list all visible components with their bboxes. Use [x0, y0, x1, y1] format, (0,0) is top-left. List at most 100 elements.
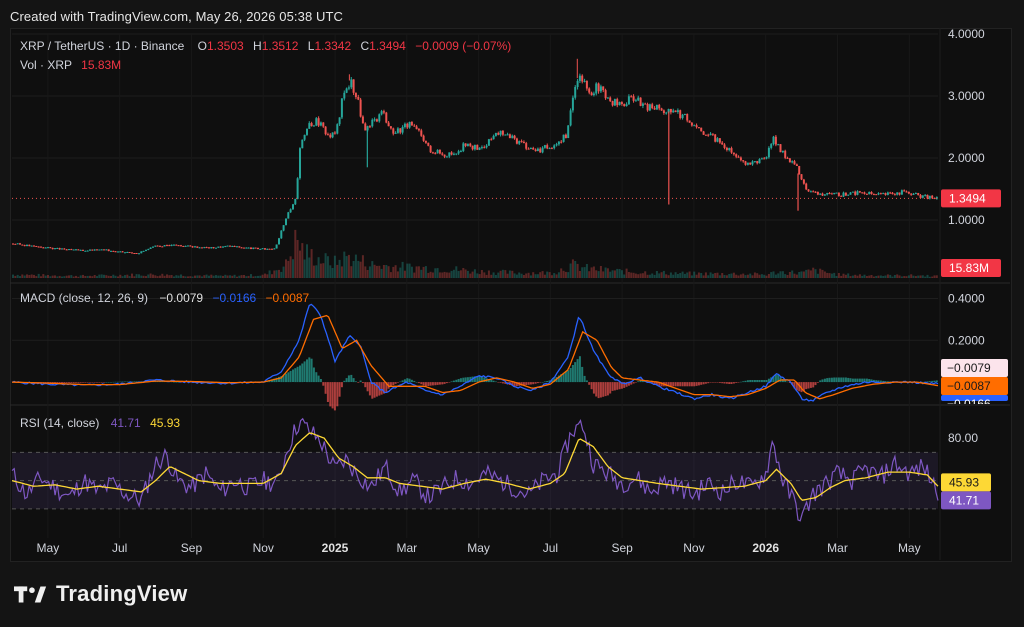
price-candle-body [273, 248, 276, 250]
volume-bar [875, 276, 878, 278]
price-candle-body [875, 194, 878, 196]
volume-bar [415, 266, 418, 278]
price-candle-body [326, 134, 329, 136]
price-candle-body [931, 195, 934, 198]
volume-bar [145, 276, 147, 278]
macd-histogram-bar [399, 381, 402, 383]
macd-histogram-bar [532, 382, 535, 385]
price-candle-body [569, 110, 572, 126]
price-candle-body [688, 120, 691, 123]
volume-bar [599, 266, 602, 278]
macd-histogram-bar [674, 382, 677, 387]
volume-bar [606, 268, 609, 278]
volume-bar [833, 272, 836, 278]
volume-bar [490, 274, 493, 278]
macd-histogram-bar [842, 377, 845, 383]
macd-histogram-bar [124, 381, 126, 383]
volume-bar [380, 268, 383, 278]
volume-bar [583, 267, 586, 278]
macd-histogram-bar [396, 382, 399, 383]
volume-bar [203, 275, 206, 278]
macd-histogram-bar [889, 381, 892, 383]
volume-bar [462, 268, 465, 278]
macd-histogram-bar [361, 382, 364, 384]
volume-bar [343, 251, 346, 278]
macd-histogram-bar [840, 377, 843, 383]
volume-legend[interactable]: Vol · XRP 15.83M [20, 58, 121, 72]
volume-bar [119, 274, 122, 278]
volume-bar [518, 272, 521, 278]
macd-histogram-bar [61, 382, 63, 383]
price-candle-body [343, 92, 346, 99]
volume-bar [543, 274, 546, 278]
volume-bar [798, 272, 801, 278]
symbol-legend[interactable]: XRP / TetherUS · 1D · Binance O1.3503 H1… [20, 39, 511, 53]
volume-bar [44, 275, 47, 278]
macd-histogram-bar [814, 382, 817, 386]
price-candle-body [26, 244, 28, 246]
price-candle-body [928, 195, 931, 199]
x-axis-label: Mar [396, 541, 417, 555]
volume-bar [361, 255, 364, 278]
volume-bar [89, 275, 91, 278]
macd-histogram-bar [702, 382, 705, 385]
price-candle-body [194, 246, 196, 248]
price-candle-body [138, 253, 140, 255]
volume-bar [889, 274, 892, 278]
macd-legend[interactable]: MACD (close, 12, 26, 9) −0.0079 −0.0166 … [20, 291, 310, 305]
volume-bar [690, 275, 693, 278]
price-candle-body [520, 141, 523, 143]
volume-bar [317, 257, 320, 278]
price-candle-body [539, 148, 542, 153]
price-candle-body [590, 92, 593, 96]
volume-bar [184, 276, 187, 278]
price-candle-body [261, 248, 264, 250]
volume-bar [634, 273, 637, 278]
macd-histogram-bar [121, 381, 124, 383]
volume-bar [763, 274, 766, 278]
price-candle-body [128, 252, 131, 253]
price-candle-body [56, 248, 59, 249]
volume-bar [222, 275, 224, 278]
macd-histogram-bar [79, 382, 82, 383]
volume-bar [550, 275, 553, 278]
price-candle-body [424, 140, 427, 143]
price-candle-body [788, 158, 791, 163]
volume-bar [816, 273, 819, 278]
macd-histogram-bar [63, 382, 66, 383]
macd-histogram-bar [413, 380, 416, 383]
price-candle-body [604, 90, 607, 99]
macd-histogram-bar [511, 382, 514, 386]
volume-bar [12, 274, 14, 278]
macd-histogram-bar [105, 382, 108, 383]
volume-bar [858, 274, 861, 278]
price-candle-body [403, 123, 406, 127]
price-candle-body [772, 136, 775, 145]
price-candle-body [399, 128, 402, 133]
macd-histogram-bar [445, 382, 448, 384]
price-candle-body [147, 248, 150, 250]
price-candle-body [170, 244, 173, 246]
macd-histogram-bar [392, 382, 395, 385]
macd-histogram-bar [819, 380, 822, 383]
volume-bar [142, 275, 145, 278]
tradingview-logo[interactable]: TradingView [14, 581, 187, 607]
volume-bar [231, 275, 234, 278]
price-candle-body [550, 148, 553, 150]
macd-histogram-bar [173, 381, 175, 383]
price-candle-body [560, 141, 563, 143]
macd-histogram-bar [473, 376, 476, 383]
volume-bar [103, 274, 105, 278]
price-candle-body [61, 248, 63, 250]
volume-bar [751, 275, 754, 278]
macd-histogram-bar [777, 374, 780, 383]
macd-histogram-bar [338, 382, 341, 397]
macd-histogram-bar [319, 379, 322, 383]
volume-bar [84, 276, 87, 278]
price-candle-body [641, 103, 644, 106]
price-candle-body [672, 110, 675, 113]
price-candle-body [564, 134, 567, 138]
rsi-legend[interactable]: RSI (14, close) 41.71 45.93 [20, 416, 180, 430]
macd-histogram-bar [872, 379, 875, 383]
